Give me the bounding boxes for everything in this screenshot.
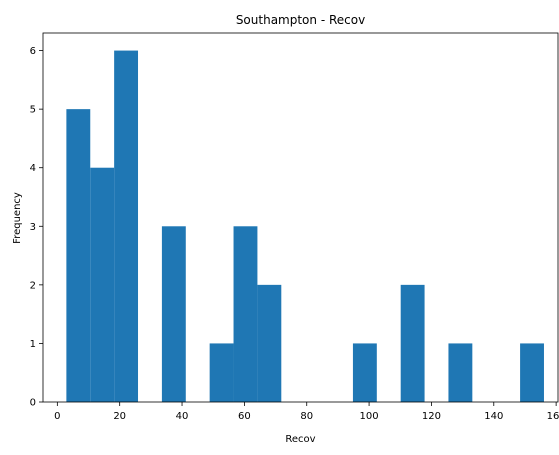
- y-tick-label: 1: [30, 339, 36, 350]
- histogram-bar-8: [257, 284, 282, 402]
- y-tick-label: 3: [30, 222, 36, 233]
- x-tick-label: 20: [113, 411, 126, 422]
- histogram-bar-12: [352, 343, 377, 402]
- y-axis-ticks: 0 1 2 3 4 5 6: [30, 46, 43, 409]
- histogram-bar-7: [233, 226, 258, 402]
- x-tick-label: 0: [54, 411, 60, 422]
- x-axis-ticks: 0 20 40 60 80 100 120 140 160: [54, 402, 559, 422]
- bars-group: [66, 50, 544, 403]
- y-tick-label: 4: [30, 163, 36, 174]
- histogram-bar-19: [520, 343, 544, 402]
- x-tick-label: 80: [300, 411, 313, 422]
- x-tick-label: 120: [422, 411, 441, 422]
- plot-frame: [42, 32, 559, 403]
- y-tick-label: 5: [30, 105, 36, 116]
- histogram-bar-2: [114, 50, 139, 402]
- x-tick-label: 160: [547, 411, 559, 422]
- y-axis-label: Frequency: [12, 192, 23, 244]
- x-tick-label: 60: [238, 411, 251, 422]
- histogram-bar-4: [161, 226, 186, 402]
- y-tick-label: 0: [30, 398, 36, 409]
- histogram-bar-14: [400, 284, 425, 402]
- x-tick-label: 40: [176, 411, 189, 422]
- x-axis-label: Recov: [285, 434, 315, 445]
- histogram-bar-16: [448, 343, 473, 402]
- y-tick-label: 6: [30, 46, 36, 57]
- chart-title: Southampton - Recov: [236, 13, 365, 27]
- x-tick-label: 100: [360, 411, 379, 422]
- histogram-bar-1: [90, 167, 115, 402]
- y-tick-label: 2: [30, 280, 36, 291]
- histogram-bar-6: [209, 343, 234, 402]
- x-tick-label: 140: [484, 411, 503, 422]
- histogram-bar-0: [66, 109, 91, 403]
